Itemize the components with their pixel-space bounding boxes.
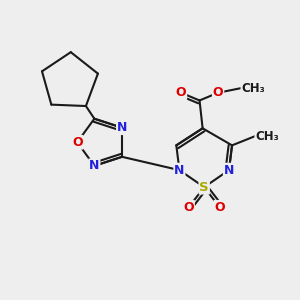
- Text: N: N: [89, 159, 100, 172]
- Text: CH₃: CH₃: [255, 130, 279, 142]
- Text: O: O: [213, 86, 224, 99]
- Text: O: O: [72, 136, 83, 149]
- Text: N: N: [224, 164, 234, 177]
- Text: S: S: [200, 181, 209, 194]
- Text: N: N: [174, 164, 184, 177]
- Text: O: O: [183, 201, 194, 214]
- Text: O: O: [176, 86, 186, 99]
- Text: O: O: [214, 201, 225, 214]
- Text: N: N: [117, 121, 127, 134]
- Text: CH₃: CH₃: [241, 82, 265, 94]
